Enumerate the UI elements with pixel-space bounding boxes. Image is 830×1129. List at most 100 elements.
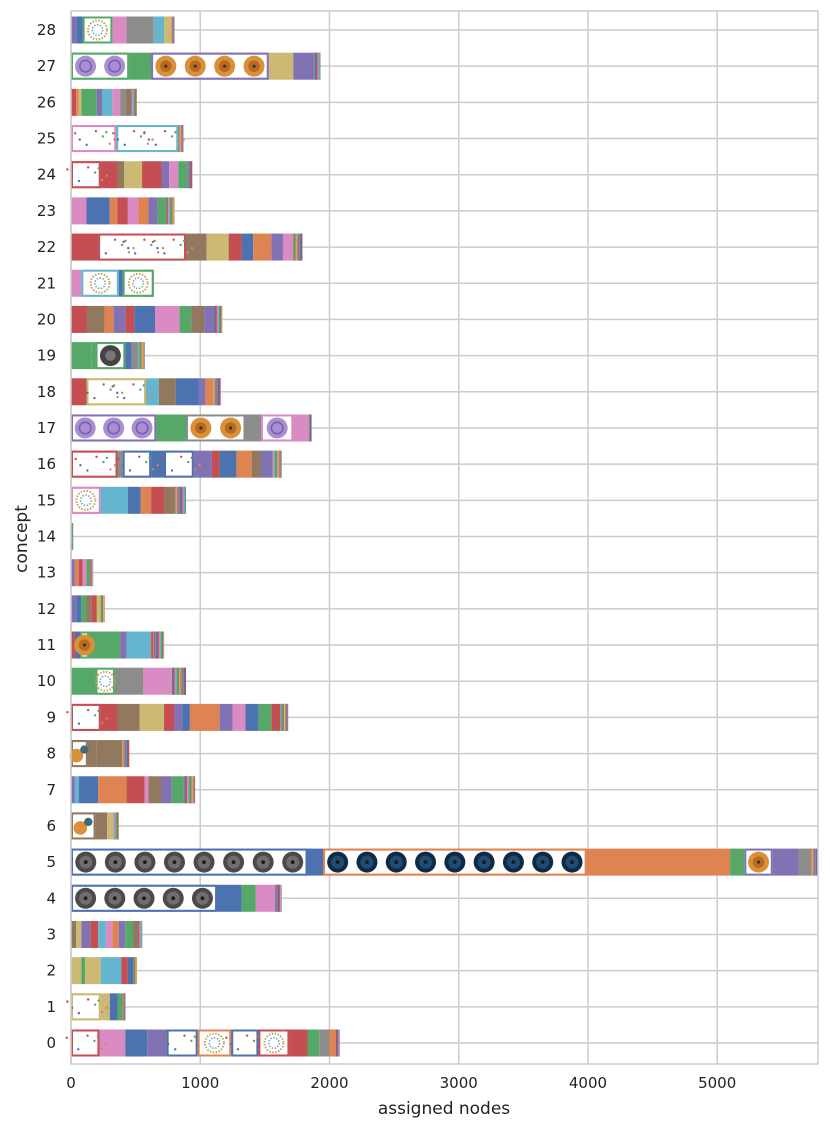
graph-thumbnail [151, 52, 269, 80]
graph-thumbnail-frame [71, 161, 101, 189]
bar-segment [114, 667, 144, 695]
graph-thumbnail-point [193, 1035, 197, 1038]
graph-thumbnail-point [159, 457, 162, 461]
graph-thumbnail-point [93, 240, 96, 244]
graph-thumbnail [159, 450, 201, 478]
bar-segment [144, 776, 149, 804]
y-tick-label: 2 [46, 962, 56, 980]
graph-thumbnail-orange-center [199, 426, 203, 430]
graph-thumbnail-disc-center [570, 860, 574, 864]
bar-segment-tail [813, 848, 815, 876]
graph-thumbnail-point [236, 1048, 240, 1051]
bar-segment-tail [278, 450, 280, 478]
y-tick-label: 19 [37, 347, 56, 365]
bar-segment-tail [180, 667, 182, 695]
bar-segment-tail [313, 52, 316, 80]
graph-thumbnail-point [95, 455, 98, 458]
bar-segment-tail [184, 776, 186, 804]
y-tick-label: 9 [46, 708, 56, 726]
graph-thumbnail [66, 161, 108, 189]
bar-segment-tail [214, 305, 216, 333]
bar-segment-tail [163, 631, 165, 659]
bar-segment [71, 631, 75, 659]
graph-thumbnail-purple-ring [79, 59, 93, 73]
x-axis-title: assigned nodes [378, 1099, 510, 1119]
graph-thumbnail [112, 125, 185, 153]
bar-segment-tail [185, 776, 187, 804]
bars [65, 16, 818, 1057]
bar-segment [131, 342, 139, 370]
bar-segment [151, 486, 165, 514]
graph-thumbnail [71, 414, 157, 442]
bar-segment-tail [213, 378, 215, 406]
bar-segment-tail [214, 378, 216, 406]
graph-thumbnail-ring [87, 19, 108, 41]
bar-segment-tail [339, 1029, 340, 1057]
graph-thumbnail-point [170, 469, 174, 472]
bar-segment-tail [811, 848, 813, 876]
graph-thumbnail-frame [86, 378, 146, 406]
bar-segment [164, 16, 171, 44]
graph-thumbnail-frame [166, 1029, 198, 1057]
graph-thumbnail-point [113, 238, 117, 241]
bar-segment [105, 920, 113, 948]
graph-thumbnail-ring [263, 1032, 285, 1054]
bar-segment-tail [100, 595, 102, 623]
bar-segment-tail [183, 486, 185, 514]
graph-thumbnail-point [179, 243, 182, 247]
graph-thumbnail [71, 848, 308, 876]
graph-thumbnail-orange-center [252, 64, 256, 68]
graph-thumbnail [197, 1029, 232, 1057]
graph-thumbnail-point [161, 246, 165, 250]
bar-segment-tail [161, 631, 163, 659]
x-tick-label: 5000 [698, 1074, 736, 1092]
graph-thumbnail-point [120, 243, 124, 247]
bar-segment [329, 1029, 336, 1057]
bar-segment [155, 305, 180, 333]
bar-segment-tail [126, 740, 128, 768]
bar-segment-tail [135, 88, 137, 116]
graph-thumbnail-disc-center [83, 896, 88, 901]
graph-thumbnail-point [101, 135, 105, 138]
bar-segment-tail [170, 197, 172, 225]
bar-segment-tail [181, 667, 183, 695]
bar-segment [71, 595, 77, 623]
graph-thumbnail [258, 1029, 290, 1057]
y-tick-label: 27 [37, 57, 56, 75]
graph-thumbnail-disc-center [231, 860, 236, 864]
bar-segment-tail [179, 667, 181, 695]
bar-segment [156, 414, 187, 442]
bar-segment [125, 920, 134, 948]
bar-segment [76, 88, 79, 116]
bar-segment [126, 776, 145, 804]
y-tick-label: 4 [46, 889, 56, 907]
bar-segment-tail [217, 378, 219, 406]
graph-thumbnail-purple-disc [131, 417, 153, 439]
bar-segment [251, 450, 261, 478]
graph-thumbnail [260, 414, 294, 442]
graph-thumbnail-point [162, 1036, 165, 1039]
bar-segment-tail [220, 378, 221, 406]
bar-segment-tail [127, 740, 130, 768]
graph-thumbnail-ring [127, 272, 149, 294]
graph-thumbnail [94, 667, 116, 695]
graph-thumbnail-point [139, 135, 143, 138]
graph-thumbnail-purple-disc [74, 417, 96, 439]
bar-segment-tail [172, 16, 175, 44]
bar-segment [74, 559, 79, 587]
graph-thumbnail [744, 848, 773, 876]
graph-thumbnail-point [93, 714, 97, 717]
bar-segment-tail [104, 595, 105, 623]
bar-segment-tail [174, 667, 176, 695]
y-tick-label: 20 [37, 310, 56, 328]
graph-thumbnail-purple-ring [270, 421, 284, 435]
bar-segment [161, 776, 172, 804]
bar-segment [241, 884, 256, 912]
graph-thumbnail-frame [95, 667, 115, 695]
graph-thumbnail-small-blob [80, 745, 89, 754]
graph-thumbnail-point [104, 252, 108, 255]
bar-segment-tail [135, 957, 137, 985]
bar-segment [78, 559, 83, 587]
bar-segment [81, 88, 97, 116]
bar-segment-tail [142, 342, 145, 370]
